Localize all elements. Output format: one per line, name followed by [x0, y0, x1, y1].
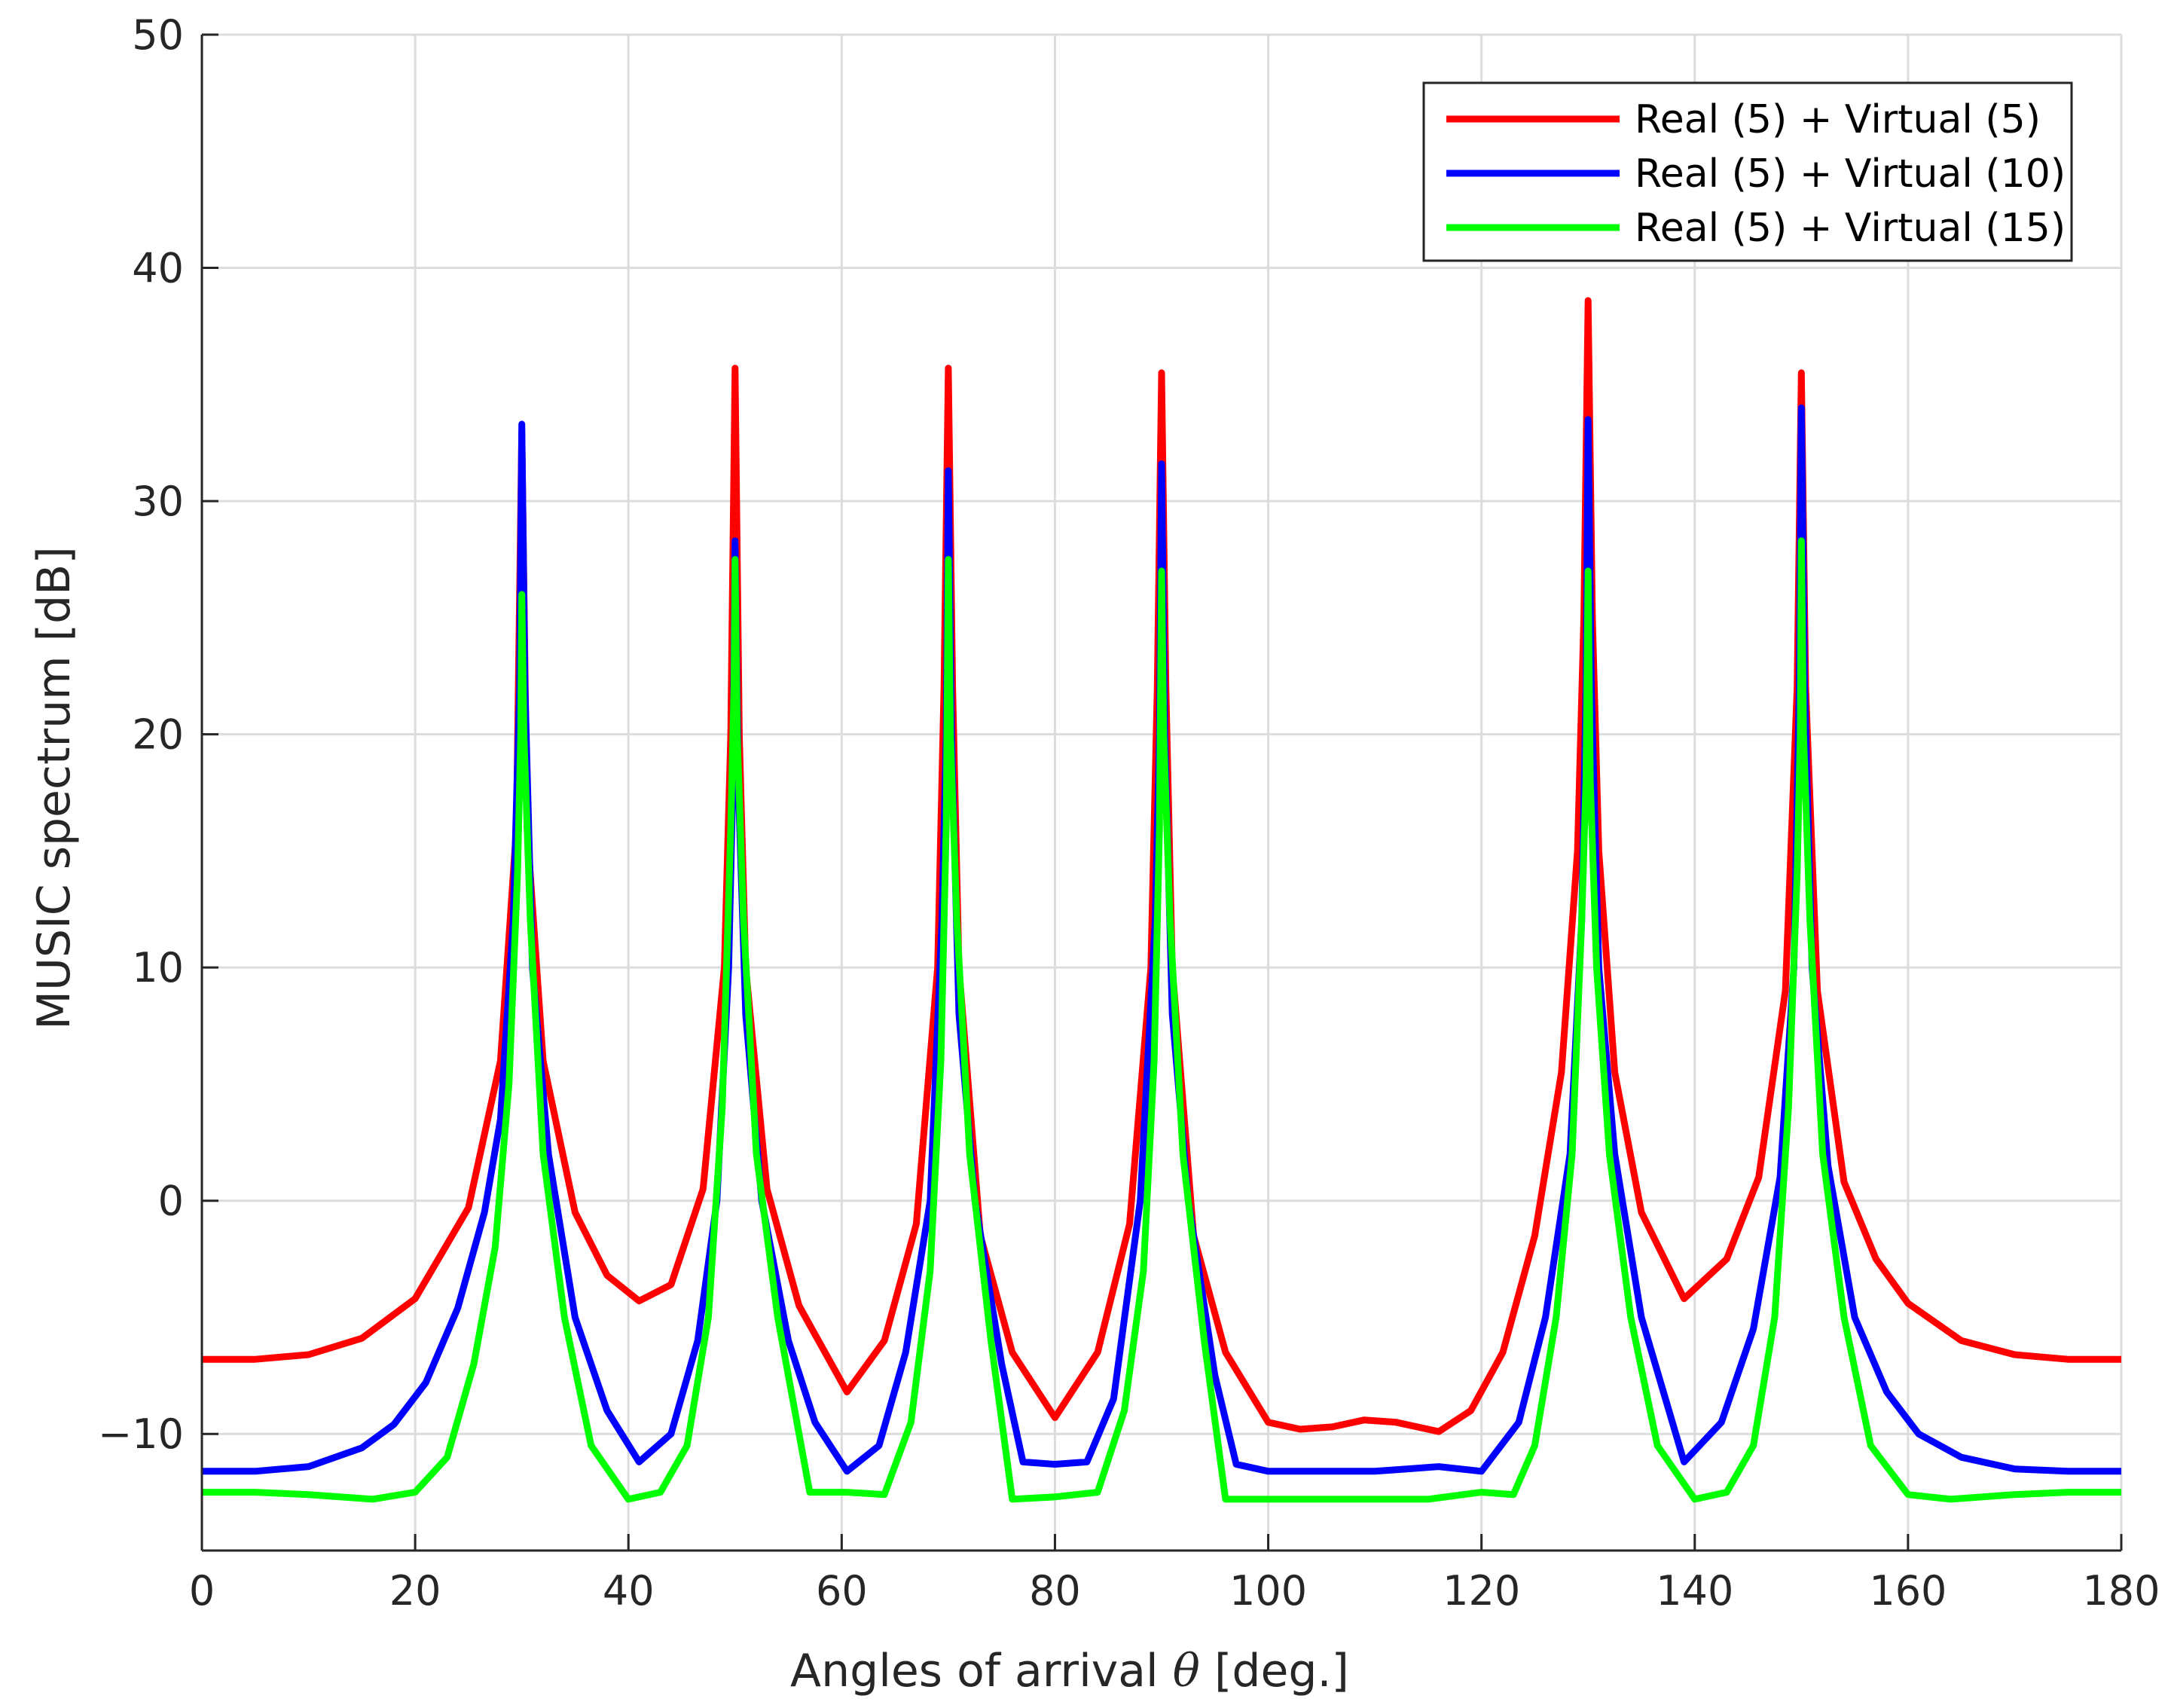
x-tick-label-160: 160 — [1869, 1567, 1947, 1615]
x-tick-label-100: 100 — [1229, 1567, 1307, 1615]
y-tick-label-50: 50 — [132, 11, 184, 59]
x-tick-label-180: 180 — [2082, 1567, 2160, 1615]
x-tick-label-80: 80 — [1029, 1567, 1081, 1615]
series-lines — [202, 297, 2121, 1503]
x-tick-label-60: 60 — [816, 1567, 868, 1615]
legend-label-real5-virtual5: Real (5) + Virtual (5) — [1635, 97, 2041, 142]
y-tick-label--10: −10 — [98, 1410, 184, 1458]
series-line-3 — [202, 537, 2121, 1503]
x-tick-label-20: 20 — [389, 1567, 441, 1615]
series-line-2 — [202, 404, 2121, 1475]
x-tick-label-0: 0 — [189, 1567, 215, 1615]
y-tick-label-40: 40 — [132, 245, 184, 292]
axes — [200, 33, 2123, 1552]
x-tick-label-120: 120 — [1443, 1567, 1520, 1615]
y-tick-label-10: 10 — [132, 944, 184, 991]
y-tick-label-0: 0 — [158, 1178, 184, 1225]
legend: Real (5) + Virtual (5) Real (5) + Virtua… — [1422, 81, 2073, 262]
y-tick-label-30: 30 — [132, 478, 184, 525]
x-axis-label: Angles of arrival θ [deg.] — [790, 1645, 1349, 1697]
legend-label-real5-virtual15: Real (5) + Virtual (15) — [1635, 206, 2066, 251]
y-axis-label: MUSIC spectrum [dB] — [28, 546, 81, 1029]
x-tick-label-40: 40 — [603, 1567, 655, 1615]
legend-label-real5-virtual10: Real (5) + Virtual (10) — [1635, 151, 2066, 197]
x-tick-label-140: 140 — [1656, 1567, 1733, 1615]
y-tick-label-20: 20 — [132, 711, 184, 759]
tick-labels: 0 20 40 60 80 100 120 140 160 180 −10 0 10 20 30 40 50 — [98, 11, 2160, 1615]
